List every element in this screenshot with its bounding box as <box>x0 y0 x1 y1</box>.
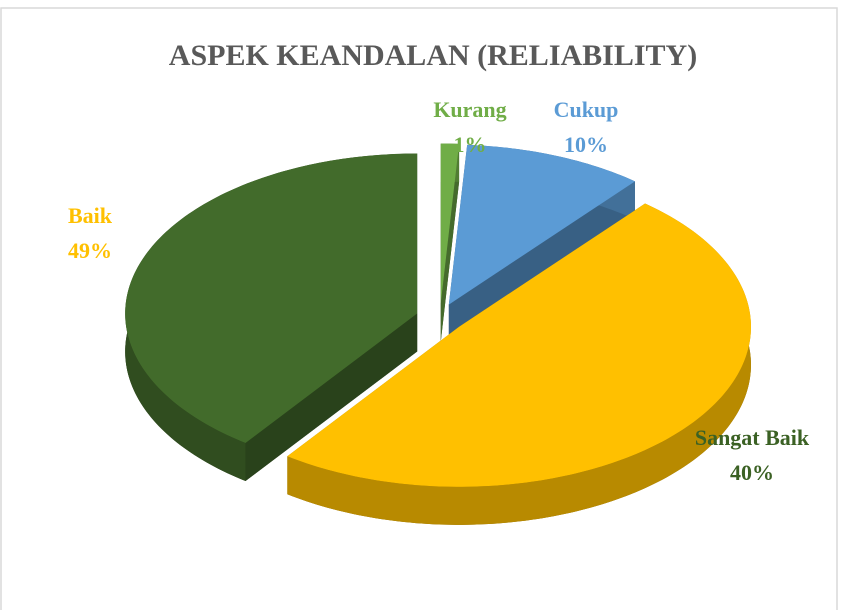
data-label-category: Baik <box>68 203 113 228</box>
data-label-value: 1% <box>454 132 487 157</box>
data-label-value: 10% <box>564 132 608 157</box>
slice-cut-face <box>245 313 418 481</box>
slice <box>440 143 460 304</box>
slice <box>287 203 751 525</box>
slice-cut-face <box>440 143 460 342</box>
slice-side <box>287 203 751 525</box>
slice-cut-face <box>448 181 635 343</box>
data-label-value: 40% <box>730 460 774 485</box>
data-label-value: 49% <box>68 238 112 263</box>
slice <box>448 144 635 343</box>
data-label-category: Kurang <box>433 97 506 122</box>
chart-title: ASPEK KEANDALAN (RELIABILITY) <box>169 39 697 72</box>
slice <box>287 203 751 487</box>
slice <box>125 153 418 481</box>
slice <box>440 143 460 342</box>
slice <box>448 144 635 305</box>
slice <box>125 153 418 443</box>
data-label-category: Sangat Baik <box>695 425 810 450</box>
data-label-category: Cukup <box>554 97 619 122</box>
